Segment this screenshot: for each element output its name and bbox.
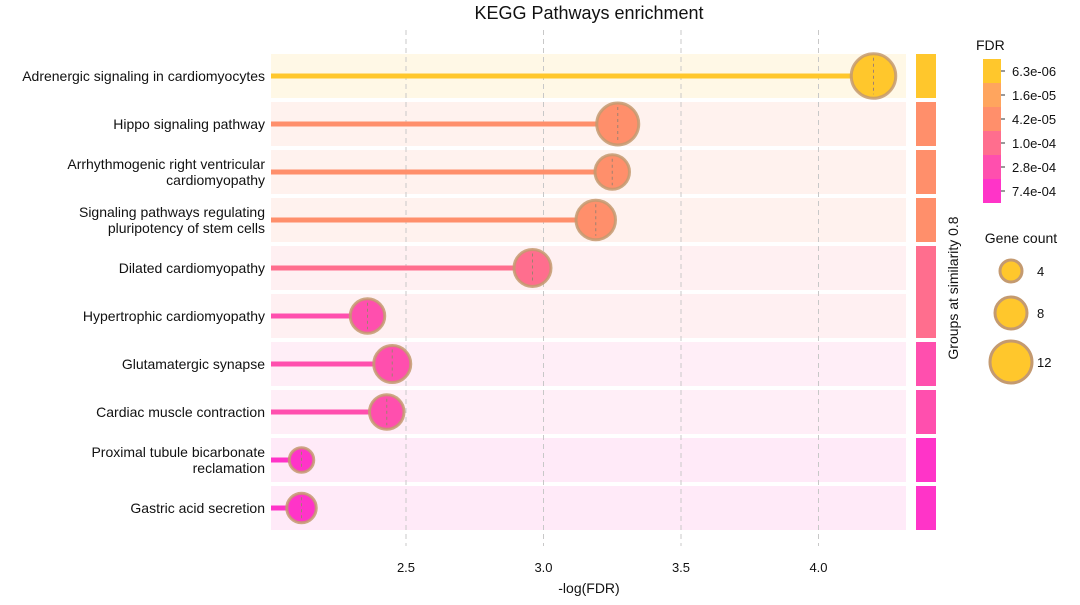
fdr-legend-label: 2.8e-04 [1012, 160, 1056, 175]
x-tick-label: 3.5 [672, 560, 690, 575]
x-axis-label: -log(FDR) [558, 580, 619, 596]
group-axis-label: Groups at similarity 0.8 [945, 216, 961, 359]
pathway-label: Hypertrophic cardiomyopathy [83, 308, 265, 324]
fdr-legend-swatch [983, 83, 1001, 107]
pathway-label: Cardiac muscle contraction [96, 404, 265, 420]
group-bar [916, 438, 936, 482]
group-bar [916, 246, 936, 338]
pathway-label: Arrhythmogenic right ventricular cardiomy… [67, 156, 265, 188]
fdr-legend-label: 1.6e-05 [1012, 88, 1056, 103]
x-tick-label: 2.5 [397, 560, 415, 575]
pathway-label: Hippo signaling pathway [113, 116, 265, 132]
pathway-label-line: pluripotency of stem cells [108, 220, 265, 236]
fdr-legend: FDR 6.3e-06 1.6e-05 4.2e-05 1.0e-04 2.8e-04 7… [976, 37, 1056, 203]
gene-count-legend-dot [998, 258, 1024, 284]
pathway-label-line: Proximal tubule bicarbonate [91, 444, 265, 460]
fdr-legend-label: 1.0e-04 [1012, 136, 1056, 151]
x-tick-label: 4.0 [809, 560, 827, 575]
fdr-legend-label: 6.3e-06 [1012, 64, 1056, 79]
row-background [271, 486, 906, 530]
fdr-legend-swatch [983, 59, 1001, 83]
pathway-label-line: Arrhythmogenic right ventricular [67, 156, 265, 172]
pathway-label: Gastric acid secretion [130, 500, 265, 516]
gridlines [405, 30, 819, 546]
lollipop-dot [285, 491, 318, 525]
group-bar [916, 54, 936, 98]
lollipop-dot [595, 101, 641, 147]
group-bars [916, 54, 936, 530]
pathway-label-line: Gastric acid secretion [130, 500, 265, 516]
chart-title: KEGG Pathways enrichment [474, 3, 703, 23]
fdr-legend-label: 4.2e-05 [1012, 112, 1056, 127]
pathway-label: Proximal tubule bicarbonate reclamation [91, 444, 265, 476]
fdr-legend-swatch [983, 155, 1001, 179]
lollipop-dot [574, 198, 617, 242]
pathway-label-line: Hypertrophic cardiomyopathy [83, 308, 265, 324]
group-bar [916, 486, 936, 530]
gene-count-legend-dot [993, 295, 1029, 331]
pathway-label-line: cardiomyopathy [166, 172, 265, 188]
group-bar [916, 102, 936, 146]
fdr-legend-label: 7.4e-04 [1012, 184, 1056, 199]
fdr-legend-swatch [983, 131, 1001, 155]
pathway-label: Dilated cardiomyopathy [119, 260, 265, 276]
pathway-label-line: Adrenergic signaling in cardiomyocytes [22, 68, 265, 84]
gene-count-legend-label: 12 [1037, 355, 1051, 370]
group-bar [916, 150, 936, 194]
gene-count-legend-label: 4 [1037, 264, 1044, 279]
pathway-label-line: reclamation [193, 460, 265, 476]
group-bar [916, 342, 936, 386]
pathway-label-line: Glutamatergic synapse [122, 356, 265, 372]
gene-count-legend-dot [988, 339, 1034, 385]
gene-count-legend-label: 8 [1037, 306, 1044, 321]
group-bar [916, 390, 936, 434]
pathway-label-line: Hippo signaling pathway [113, 116, 265, 132]
pathway-label-line: Cardiac muscle contraction [96, 404, 265, 420]
fdr-legend-swatch [983, 179, 1001, 203]
pathway-label-line: Dilated cardiomyopathy [119, 260, 265, 276]
row-background [271, 438, 906, 482]
y-tick-labels: Adrenergic signaling in cardiomyocytes Hi… [22, 68, 265, 516]
lollipop-dots [285, 52, 898, 525]
pathway-label-line: Signaling pathways regulating [79, 204, 265, 220]
group-bar [916, 198, 936, 242]
fdr-legend-swatch [983, 107, 1001, 131]
x-tick-label: 3.0 [534, 560, 552, 575]
pathway-label: Signaling pathways regulating pluripotenc… [79, 204, 265, 236]
pathway-label: Adrenergic signaling in cardiomyocytes [22, 68, 265, 84]
fdr-legend-title: FDR [976, 37, 1005, 53]
gene-count-legend-title: Gene count [985, 230, 1057, 246]
x-tick-labels: 2.5 3.0 3.5 4.0 [397, 560, 828, 575]
gene-count-legend: Gene count 4 8 12 [985, 230, 1057, 385]
pathway-label: Glutamatergic synapse [122, 356, 265, 372]
